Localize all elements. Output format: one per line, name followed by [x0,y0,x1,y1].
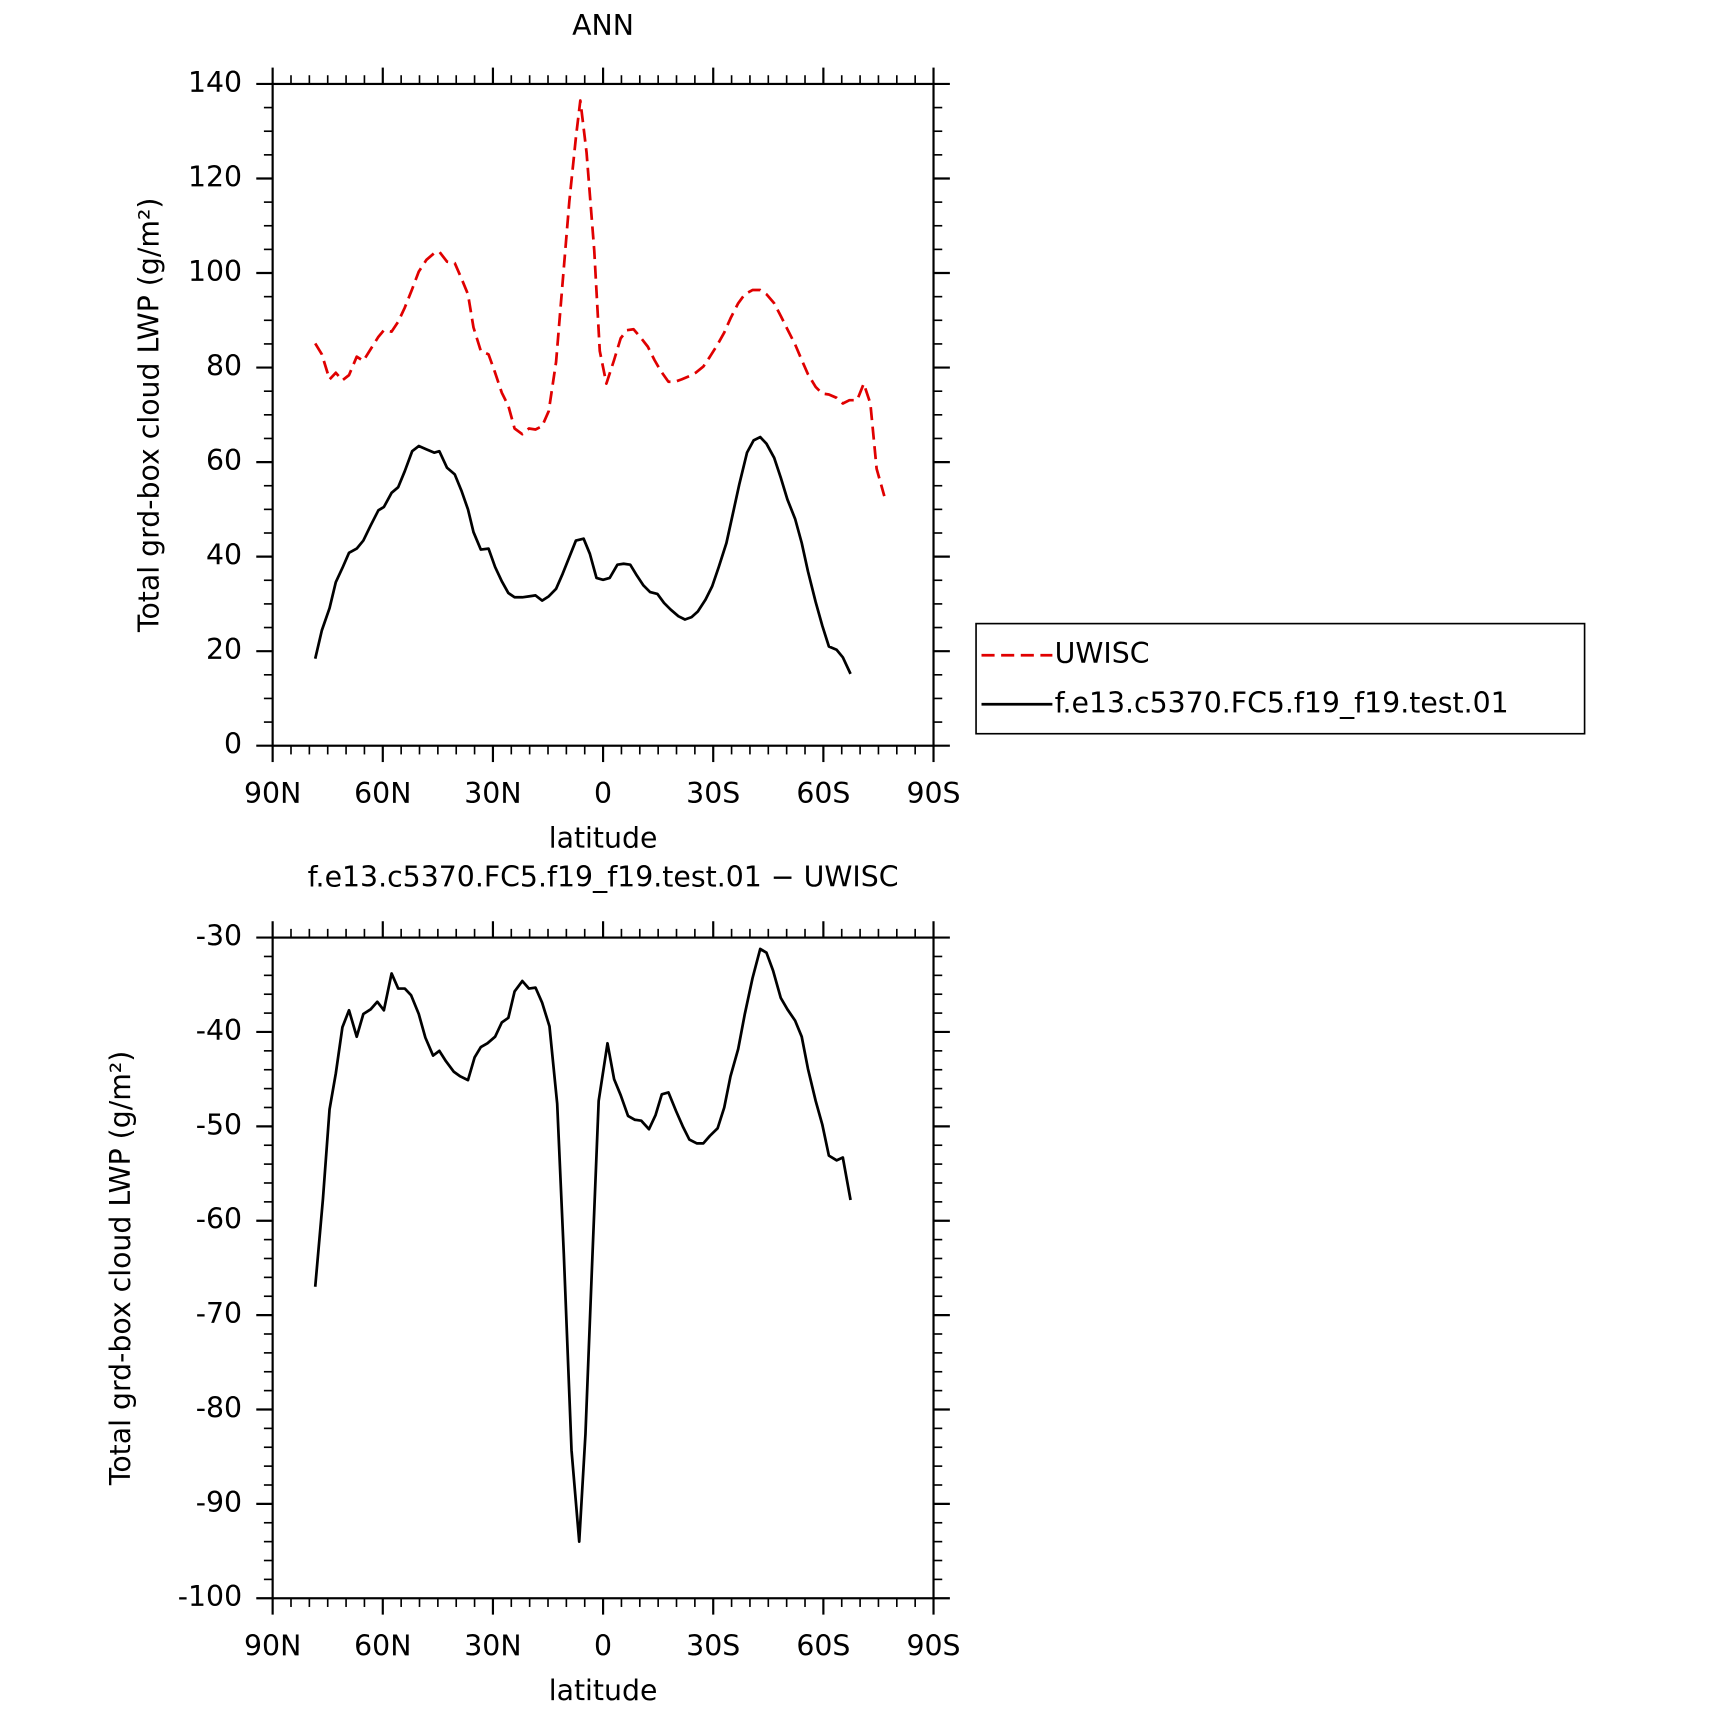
x-tick-label: 90N [244,777,301,810]
y-tick-label: -40 [196,1014,242,1047]
y-tick-label: -30 [196,920,242,953]
x-tick-label: 60N [354,777,411,810]
x-tick-label: 30S [686,777,740,810]
plot-frame [271,936,935,1600]
x-tick-label: 0 [594,777,612,810]
x-tick-label: 60S [796,777,850,810]
x-tick-label: 90N [244,1629,301,1662]
y-tick-label: -60 [196,1203,242,1236]
legend-label: UWISC [1055,637,1150,670]
y-tick-label: -100 [178,1580,242,1613]
y-tick-label: 120 [188,160,242,193]
data-line [313,947,852,1544]
x-tick-label: 60S [796,1629,850,1662]
legend-label: f.e13.c5370.FC5.f19_f19.test.01 [1055,686,1509,719]
data-line [314,99,886,497]
y-tick-label: 40 [206,539,242,572]
x-tick-label: 30S [686,1629,740,1662]
y-tick-label: 60 [206,444,242,477]
y-tick-label: 0 [224,728,242,761]
y-axis-label: Total grd-box cloud LWP (g/m²) [132,198,165,633]
y-tick-label: 80 [206,350,242,383]
plot-frame [271,82,935,747]
y-tick-label: -80 [196,1392,242,1425]
y-tick-label: 20 [206,633,242,666]
y-tick-label: -70 [196,1297,242,1330]
x-axis-label: latitude [549,821,658,854]
chart-title: ANN [572,9,634,42]
legend-box [975,622,1586,735]
y-axis-label: Total grd-box cloud LWP (g/m²) [104,1051,137,1486]
x-tick-label: 30N [464,1629,521,1662]
y-tick-label: -90 [196,1486,242,1519]
x-tick-label: 0 [594,1629,612,1662]
x-axis-label: latitude [549,1674,658,1707]
x-tick-label: 60N [354,1629,411,1662]
chart-title: f.e13.c5370.FC5.f19_f19.test.01 − UWISC [308,861,899,894]
y-tick-label: 100 [188,255,242,288]
y-tick-label: 140 [188,66,242,99]
x-tick-label: 90S [906,777,960,810]
x-tick-label: 90S [906,1629,960,1662]
data-line [313,435,852,675]
x-tick-label: 30N [464,777,521,810]
y-tick-label: -50 [196,1108,242,1141]
